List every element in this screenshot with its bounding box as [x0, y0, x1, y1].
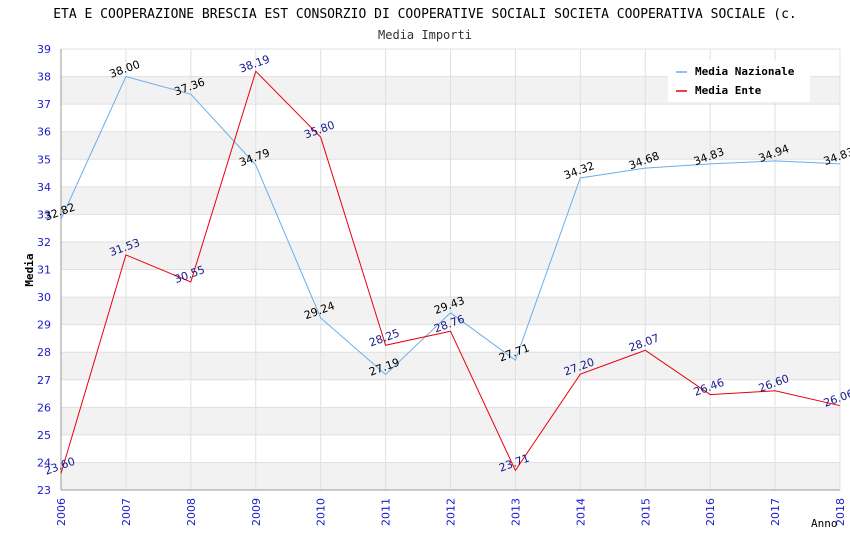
x-tick-label: 2013: [509, 498, 522, 526]
legend: Media Nazionale Media Ente: [668, 60, 810, 102]
y-axis-label: Media: [23, 253, 36, 286]
x-tick-label: 2015: [639, 498, 652, 526]
y-tick-label: 33: [37, 208, 51, 221]
axes: [60, 49, 840, 491]
x-tick-label: 2018: [834, 498, 847, 526]
x-tick-label: 2008: [185, 498, 198, 526]
x-axis-label: Anno: [811, 517, 838, 530]
y-tick-label: 23: [37, 484, 51, 497]
y-tick-label: 28: [37, 346, 51, 359]
y-tick-label: 31: [37, 264, 51, 277]
x-tick-label: 2017: [769, 498, 782, 526]
x-axis-ticks: 2006 2007 2008 2009 2010 2011 2012 2013 2014 2015…: [55, 498, 847, 526]
x-tick-label: 2006: [55, 498, 68, 526]
x-tick-label: 2012: [445, 498, 458, 526]
y-axis-ticks: 23 24 25 26 27 28 29 30 31 32 33 34 35 36 37 38 39: [37, 43, 51, 497]
x-tick-label: 2007: [120, 498, 133, 526]
legend-label-media-ente: Media Ente: [695, 84, 762, 97]
y-tick-label: 32: [37, 236, 51, 249]
y-tick-label: 34: [37, 181, 51, 194]
y-tick-label: 27: [37, 374, 51, 387]
gridlines: [60, 48, 841, 491]
y-tick-label: 36: [37, 126, 51, 139]
x-tick-label: 2010: [315, 498, 328, 526]
chart-subtitle: Media Importi: [378, 28, 472, 42]
y-tick-label: 26: [37, 401, 51, 414]
chart-title: ETA E COOPERAZIONE BRESCIA EST CONSORZIO…: [53, 7, 797, 22]
y-tick-label: 38: [37, 71, 51, 84]
series-lines: [60, 70, 841, 474]
series-line-media-ente: [60, 70, 841, 474]
legend-label-media-nazionale: Media Nazionale: [695, 65, 795, 78]
x-tick-label: 2009: [250, 498, 263, 526]
y-tick-label: 39: [37, 43, 51, 56]
y-tick-label: 25: [37, 429, 51, 442]
series-line-media-nazionale: [60, 76, 841, 376]
y-tick-label: 37: [37, 98, 51, 111]
x-tick-label: 2016: [704, 498, 717, 526]
x-tick-label: 2014: [574, 498, 587, 526]
legend-box: [668, 60, 810, 102]
y-tick-label: 30: [37, 291, 51, 304]
y-tick-label: 35: [37, 153, 51, 166]
y-tick-label: 29: [37, 319, 51, 332]
x-tick-label: 2011: [380, 498, 393, 526]
y-tick-label: 24: [37, 456, 51, 469]
